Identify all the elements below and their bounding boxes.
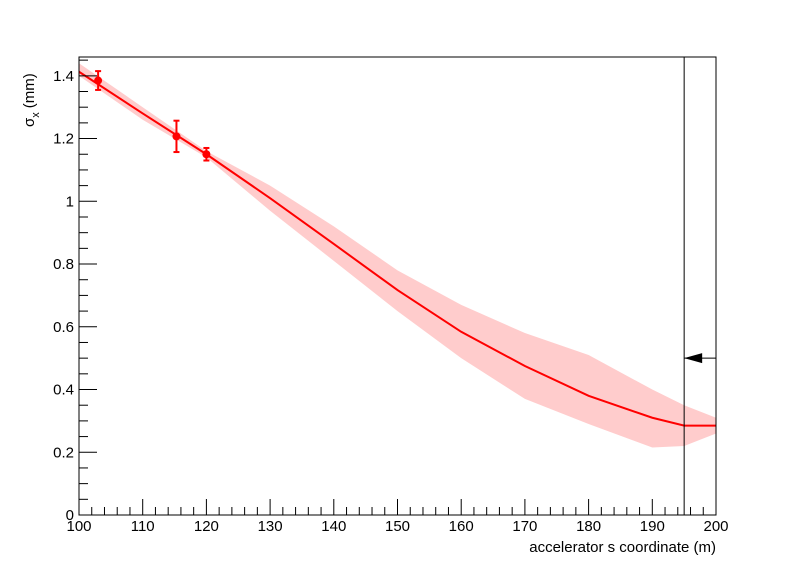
y-tick-label: 0.6	[53, 319, 74, 336]
x-tick-label: 190	[640, 518, 665, 535]
data-point	[94, 76, 103, 85]
y-symbol: σ	[21, 117, 38, 127]
x-tick-label: 120	[194, 518, 219, 535]
y-tick-label: 0	[66, 507, 74, 524]
y-tick-label: 0.2	[53, 444, 74, 461]
x-tick-label: 180	[576, 518, 601, 535]
x-tick-label: 110	[131, 518, 155, 535]
y-tick-label: 1.2	[53, 131, 74, 148]
y-tick-label: 1.4	[53, 68, 74, 85]
data-point	[202, 150, 211, 159]
data-point	[172, 132, 181, 141]
fit-line	[78, 70, 716, 427]
y-unit: (mm)	[21, 73, 38, 108]
error-band	[79, 63, 716, 448]
y-tick-label: 0.8	[53, 256, 74, 273]
marker-arrow-head	[684, 353, 703, 364]
x-tick-label: 140	[321, 518, 346, 535]
x-axis-label: accelerator s coordinate (m)	[529, 539, 716, 556]
x-tick-label: 200	[703, 518, 728, 535]
x-tick-label: 160	[449, 518, 474, 535]
y-subscript: x	[30, 112, 42, 118]
x-tick-label: 130	[258, 518, 283, 535]
y-tick-label: 0.4	[53, 382, 74, 399]
plot-area	[78, 63, 716, 448]
x-tick-label: 100	[66, 518, 91, 535]
x-tick-label: 170	[512, 518, 537, 535]
y-tick-label: 1	[66, 193, 74, 210]
y-axis-label: σx (mm)	[21, 73, 42, 127]
x-tick-label: 150	[385, 518, 410, 535]
